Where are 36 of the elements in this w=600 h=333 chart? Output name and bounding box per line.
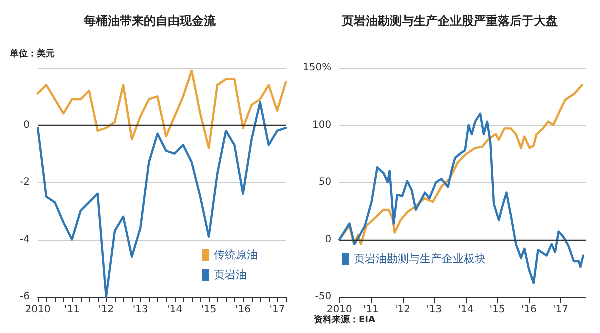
x-tick-label: '11 — [64, 304, 80, 316]
y-tick-label: -50 — [315, 292, 332, 302]
x-tick-label: '16 — [521, 304, 537, 316]
x-tick-label: '17 — [270, 304, 286, 316]
text: 单位：美元 — [9, 48, 55, 60]
x-tick-label: '12 — [98, 304, 114, 316]
line-series — [36, 70, 288, 150]
y-tick-label: -4 — [20, 234, 30, 246]
x-tick-label: '17 — [552, 304, 568, 316]
chart-title: 每桶油带来的自由现金流 — [83, 14, 217, 28]
line-series — [338, 112, 585, 284]
x-tick-label: '15 — [201, 304, 217, 316]
chart-title: 页岩油勘测与生产企业股严重落后于大盘 — [341, 14, 558, 28]
y-tick-label: 0 — [325, 234, 332, 246]
x-tick-label: '13 — [132, 304, 148, 316]
y-tick-label: 50 — [318, 177, 332, 188]
y-tick-label: -2 — [20, 177, 30, 188]
y-tick-label: 100 — [312, 120, 332, 131]
y-tick-label: 150% — [302, 62, 332, 74]
legend-label: 页岩油 — [214, 268, 247, 282]
legend-label: 页岩油勘测与生产企业板块 — [354, 252, 486, 266]
x-tick-label: 2010 — [25, 304, 51, 316]
x-tick-label: '15 — [490, 304, 506, 316]
legend-label: 传统原油 — [214, 248, 258, 262]
text: 资料来源：EIA — [314, 314, 376, 326]
line-series — [338, 84, 584, 246]
x-tick-label: '13 — [426, 304, 442, 316]
x-tick-label: '11 — [363, 304, 379, 316]
line-series — [36, 101, 288, 298]
y-tick-label: 0 — [24, 120, 30, 131]
x-tick-label: '14 — [167, 304, 183, 316]
x-tick-label: '16 — [236, 304, 251, 316]
x-tick-label: 2010 — [326, 304, 352, 316]
y-tick-label: -6 — [20, 292, 30, 302]
x-tick-label: '12 — [395, 304, 411, 316]
x-tick-label: '14 — [458, 304, 474, 316]
